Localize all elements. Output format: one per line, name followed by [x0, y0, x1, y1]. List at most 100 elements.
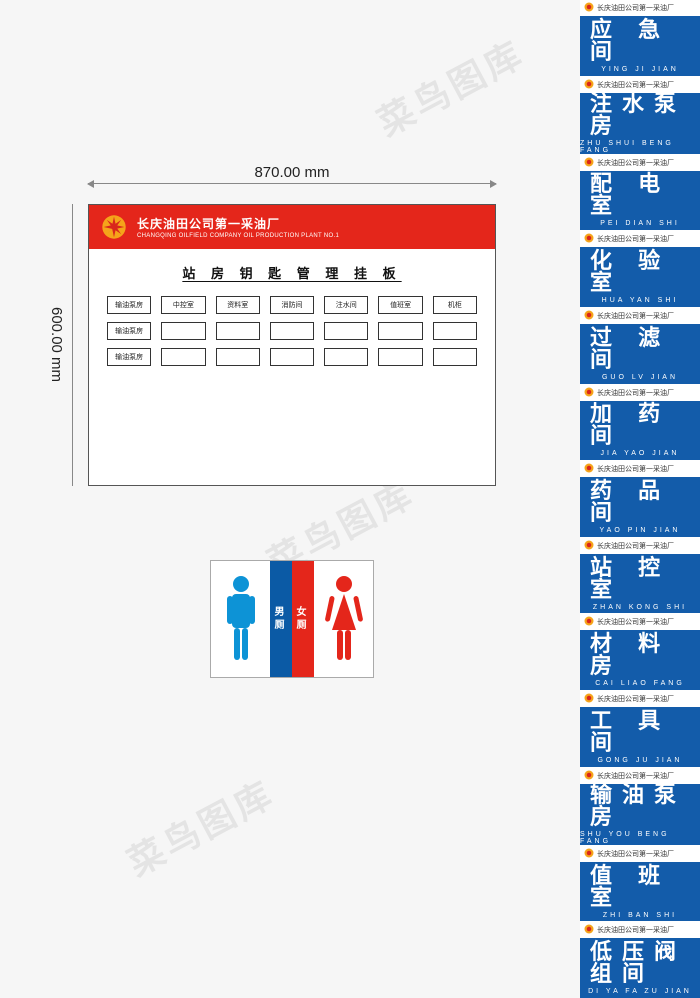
- room-name-cn: 化 验 室: [580, 250, 700, 294]
- female-icon: [324, 574, 364, 664]
- room-topbar: 长庆油田公司第一采油厂: [580, 155, 700, 171]
- petrochina-logo-icon: [584, 384, 594, 402]
- female-label: 女厕: [292, 561, 314, 677]
- room-name-cn: 输油泵房: [580, 784, 700, 828]
- room-name-cn: 材 料 房: [580, 633, 700, 677]
- petrochina-logo-icon: [584, 613, 594, 631]
- male-label: 男厕: [270, 561, 292, 677]
- room-company: 长庆油田公司第一采油厂: [597, 3, 674, 13]
- room-topbar: 长庆油田公司第一采油厂: [580, 0, 700, 16]
- room-company: 长庆油田公司第一采油厂: [597, 694, 674, 704]
- room-body: 注水泵房ZHU SHUI BENG FANG: [580, 93, 700, 154]
- petrochina-logo-icon: [584, 460, 594, 478]
- room-topbar: 长庆油田公司第一采油厂: [580, 922, 700, 938]
- key-cell: [378, 322, 422, 340]
- room-topbar: 长庆油田公司第一采油厂: [580, 846, 700, 862]
- room-company: 长庆油田公司第一采油厂: [597, 771, 674, 781]
- room-sign: 长庆油田公司第一采油厂配 电 室 PEI DIAN SHI: [580, 154, 700, 231]
- key-cell: 中控室: [161, 296, 205, 314]
- room-sign: 长庆油田公司第一采油厂注水泵房ZHU SHUI BENG FANG: [580, 76, 700, 154]
- room-body: 药 品 间YAO PIN JIAN: [580, 477, 700, 537]
- room-body: 值 班 室ZHI BAN SHI: [580, 862, 700, 922]
- board-header: 长庆油田公司第一采油厂 CHANGQING OILFIELD COMPANY O…: [89, 205, 495, 249]
- key-cell: [216, 348, 260, 366]
- male-icon: [221, 574, 261, 664]
- key-board-sign: 长庆油田公司第一采油厂 CHANGQING OILFIELD COMPANY O…: [88, 204, 496, 486]
- room-body: 配 电 室 PEI DIAN SHI: [580, 171, 700, 231]
- dimension-width-value: 870.00 mm: [254, 164, 329, 181]
- room-name-pinyin: GUO LV JIAN: [602, 374, 678, 381]
- room-name-pinyin: PEI DIAN SHI: [600, 220, 680, 227]
- room-name-pinyin: SHU YOU BENG FANG: [580, 831, 700, 845]
- room-company: 长庆油田公司第一采油厂: [597, 464, 674, 474]
- room-sign: 长庆油田公司第一采油厂应 急 间YING JI JIAN: [580, 0, 700, 76]
- petrochina-logo-icon: [584, 230, 594, 248]
- room-sign: 长庆油田公司第一采油厂加 药 间JIA YAO JIAN: [580, 384, 700, 461]
- key-cell: [270, 348, 314, 366]
- room-name-pinyin: ZHI BAN SHI: [603, 912, 677, 919]
- key-cell: 资料室: [216, 296, 260, 314]
- room-name-cn: 注水泵房: [580, 93, 700, 137]
- room-company: 长庆油田公司第一采油厂: [597, 617, 674, 627]
- key-cell: [324, 322, 368, 340]
- key-cell: [270, 322, 314, 340]
- room-sign: 长庆油田公司第一采油厂过 滤 间 GUO LV JIAN: [580, 307, 700, 384]
- room-topbar: 长庆油田公司第一采油厂: [580, 461, 700, 477]
- petrochina-logo-icon: [584, 537, 594, 555]
- room-body: 材 料 房 CAI LIAO FANG: [580, 630, 700, 690]
- room-sign: 长庆油田公司第一采油厂药 品 间YAO PIN JIAN: [580, 460, 700, 537]
- room-body: 应 急 间YING JI JIAN: [580, 16, 700, 76]
- male-panel: [211, 561, 270, 677]
- room-sign: 长庆油田公司第一采油厂材 料 房 CAI LIAO FANG: [580, 613, 700, 690]
- room-company: 长庆油田公司第一采油厂: [597, 541, 674, 551]
- room-name-pinyin: ZHAN KONG SHI: [593, 604, 687, 611]
- key-cell: 注水间: [324, 296, 368, 314]
- petrochina-logo-icon: [584, 921, 594, 939]
- room-name-pinyin: HUA YAN SHI: [602, 297, 679, 304]
- petrochina-logo-icon: [584, 690, 594, 708]
- key-cell: 消防间: [270, 296, 314, 314]
- key-cell: [378, 348, 422, 366]
- company-name-en: CHANGQING OILFIELD COMPANY OIL PRODUCTIO…: [137, 233, 339, 239]
- key-cell: [161, 348, 205, 366]
- room-topbar: 长庆油田公司第一采油厂: [580, 308, 700, 324]
- room-name-cn: 低压阀组间: [580, 941, 700, 985]
- petrochina-logo-icon: [584, 307, 594, 325]
- room-name-pinyin: GONG JU JIAN: [597, 757, 682, 764]
- restroom-sign: 男厕 女厕: [210, 560, 374, 678]
- room-company: 长庆油田公司第一采油厂: [597, 158, 674, 168]
- petrochina-logo-icon: [584, 154, 594, 172]
- petrochina-logo-icon: [101, 214, 127, 240]
- dimension-width: 870.00 mm: [88, 164, 496, 184]
- key-cell: [433, 322, 477, 340]
- board-title: 站 房 钥 匙 管 理 挂 板: [89, 263, 495, 282]
- room-sign: 长庆油田公司第一采油厂化 验 室 HUA YAN SHI: [580, 230, 700, 307]
- key-cell: [216, 322, 260, 340]
- room-body: 输油泵房 SHU YOU BENG FANG: [580, 784, 700, 845]
- dimension-height: 600.00 mm: [48, 204, 65, 486]
- petrochina-logo-icon: [584, 845, 594, 863]
- petrochina-logo-icon: [584, 0, 594, 17]
- room-sign: 长庆油田公司第一采油厂低压阀组间DI YA FA ZU JIAN: [580, 921, 700, 998]
- room-body: 过 滤 间 GUO LV JIAN: [580, 324, 700, 384]
- room-name-cn: 药 品 间: [580, 480, 700, 524]
- key-cell: [433, 348, 477, 366]
- room-sign: 长庆油田公司第一采油厂输油泵房 SHU YOU BENG FANG: [580, 767, 700, 845]
- key-cell: 机柜: [433, 296, 477, 314]
- room-name-cn: 过 滤 间: [580, 327, 700, 371]
- room-name-cn: 配 电 室: [580, 173, 700, 217]
- room-company: 长庆油田公司第一采油厂: [597, 234, 674, 244]
- key-cell: [161, 322, 205, 340]
- room-body: 工 具 间GONG JU JIAN: [580, 707, 700, 767]
- watermark: 菜鸟图库: [367, 25, 533, 146]
- room-name-cn: 加 药 间: [580, 403, 700, 447]
- female-panel: [314, 561, 373, 677]
- room-company: 长庆油田公司第一采油厂: [597, 388, 674, 398]
- room-company: 长庆油田公司第一采油厂: [597, 925, 674, 935]
- key-cell: 值班室: [378, 296, 422, 314]
- room-name-pinyin: CAI LIAO FANG: [595, 680, 685, 687]
- room-sign: 长庆油田公司第一采油厂值 班 室ZHI BAN SHI: [580, 845, 700, 922]
- room-signs-column: 长庆油田公司第一采油厂应 急 间YING JI JIAN 长庆油田公司第一采油厂…: [580, 0, 700, 998]
- dimension-height-value: 600.00 mm: [48, 307, 65, 382]
- room-sign: 长庆油田公司第一采油厂站 控 室ZHAN KONG SHI: [580, 537, 700, 614]
